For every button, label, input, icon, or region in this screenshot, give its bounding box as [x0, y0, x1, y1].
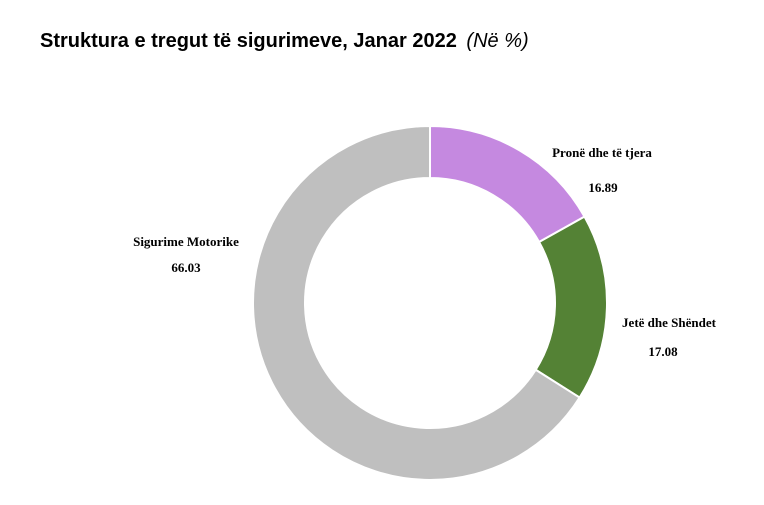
donut-slice-1 — [534, 215, 608, 399]
chart-title-unit: (Në %) — [466, 30, 529, 52]
slice-value-motorike: 66.03 — [171, 260, 201, 275]
donut-slice-0 — [429, 124, 586, 244]
slice-name-motorike: Sigurime Motorike — [133, 234, 239, 249]
slice-label-motorike: Sigurime Motorike 66.03 — [133, 234, 239, 275]
slice-name-prone: Pronë dhe të tjera — [552, 145, 652, 160]
chart-title-text: Struktura e tregut të sigurimeve, Janar … — [40, 30, 457, 52]
slice-value-jete: 17.08 — [648, 344, 678, 359]
donut-slices — [252, 124, 608, 481]
donut-slice-2 — [252, 124, 582, 481]
slice-label-prone: Pronë dhe të tjera 16.89 — [552, 145, 652, 195]
slice-name-jete: Jetë dhe Shëndet — [622, 315, 717, 330]
chart-title: Struktura e tregut të sigurimeve, Janar … — [40, 30, 529, 53]
slice-value-prone: 16.89 — [588, 180, 618, 195]
slice-label-jete: Jetë dhe Shëndet 17.08 — [622, 315, 717, 359]
